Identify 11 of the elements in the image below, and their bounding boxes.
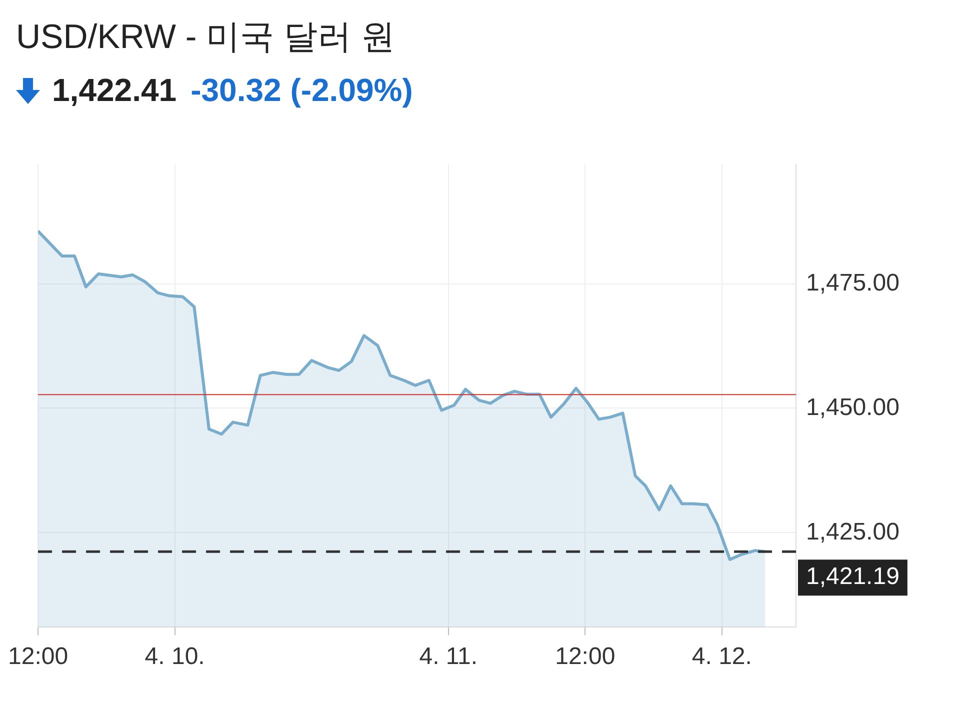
x-tick-label: 12:00 bbox=[8, 643, 68, 670]
x-tick-label: 4. 12. bbox=[692, 643, 752, 670]
y-tick-label: 1,450.00 bbox=[806, 394, 900, 421]
x-tick-label: 4. 11. bbox=[419, 643, 478, 670]
chart-title: USD/KRW - 미국 달러 원 bbox=[16, 17, 396, 58]
y-tick-label: 1,425.00 bbox=[806, 518, 900, 546]
chart-subtitle: 1,422.41 -30.32 (-2.09%) bbox=[52, 72, 413, 109]
y-tick-label: 1,475.00 bbox=[806, 269, 900, 296]
ref-line-label: 1,421.19 bbox=[806, 563, 900, 590]
x-tick-label: 12:00 bbox=[555, 643, 616, 670]
x-tick-label: 4. 10. bbox=[144, 643, 205, 670]
